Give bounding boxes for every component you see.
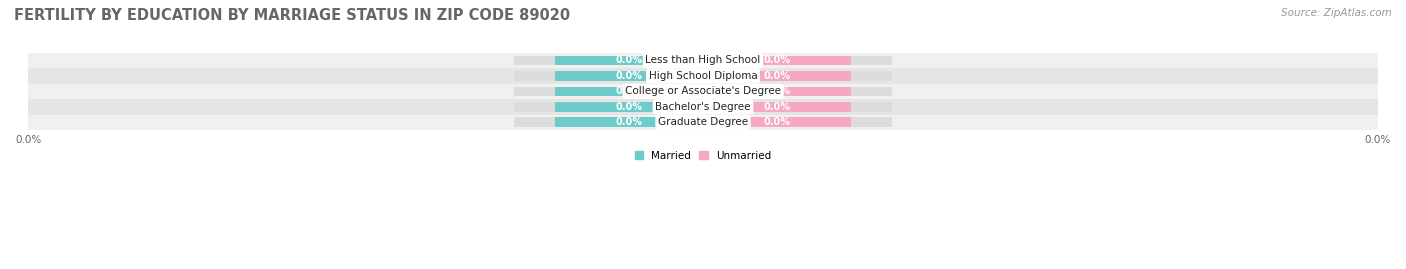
Legend: Married, Unmarried: Married, Unmarried xyxy=(630,147,776,165)
Bar xyxy=(515,118,891,127)
Bar xyxy=(703,87,852,96)
Bar xyxy=(28,99,1378,115)
Text: 0.0%: 0.0% xyxy=(616,102,643,112)
Bar xyxy=(515,102,891,112)
Text: 0.0%: 0.0% xyxy=(616,86,643,96)
Text: Less than High School: Less than High School xyxy=(645,55,761,65)
Bar xyxy=(515,87,891,96)
Text: FERTILITY BY EDUCATION BY MARRIAGE STATUS IN ZIP CODE 89020: FERTILITY BY EDUCATION BY MARRIAGE STATU… xyxy=(14,8,571,23)
Text: 0.0%: 0.0% xyxy=(616,117,643,127)
Text: 0.0%: 0.0% xyxy=(763,86,790,96)
Bar xyxy=(554,118,703,127)
Text: 0.0%: 0.0% xyxy=(616,55,643,65)
Text: Graduate Degree: Graduate Degree xyxy=(658,117,748,127)
Bar xyxy=(554,56,703,65)
Text: College or Associate's Degree: College or Associate's Degree xyxy=(626,86,780,96)
Text: 0.0%: 0.0% xyxy=(763,71,790,81)
Bar xyxy=(515,56,891,65)
Bar xyxy=(703,71,852,81)
Text: 0.0%: 0.0% xyxy=(616,71,643,81)
Bar xyxy=(515,71,891,81)
Bar xyxy=(554,102,703,112)
Text: 0.0%: 0.0% xyxy=(763,117,790,127)
Bar xyxy=(28,68,1378,84)
Text: 0.0%: 0.0% xyxy=(763,55,790,65)
Bar xyxy=(703,102,852,112)
Text: High School Diploma: High School Diploma xyxy=(648,71,758,81)
Bar xyxy=(703,118,852,127)
Bar xyxy=(703,56,852,65)
Text: Source: ZipAtlas.com: Source: ZipAtlas.com xyxy=(1281,8,1392,18)
Text: 0.0%: 0.0% xyxy=(763,102,790,112)
Text: Bachelor's Degree: Bachelor's Degree xyxy=(655,102,751,112)
Bar xyxy=(554,71,703,81)
Bar xyxy=(28,115,1378,130)
Bar xyxy=(28,53,1378,68)
Bar xyxy=(28,84,1378,99)
Bar xyxy=(554,87,703,96)
